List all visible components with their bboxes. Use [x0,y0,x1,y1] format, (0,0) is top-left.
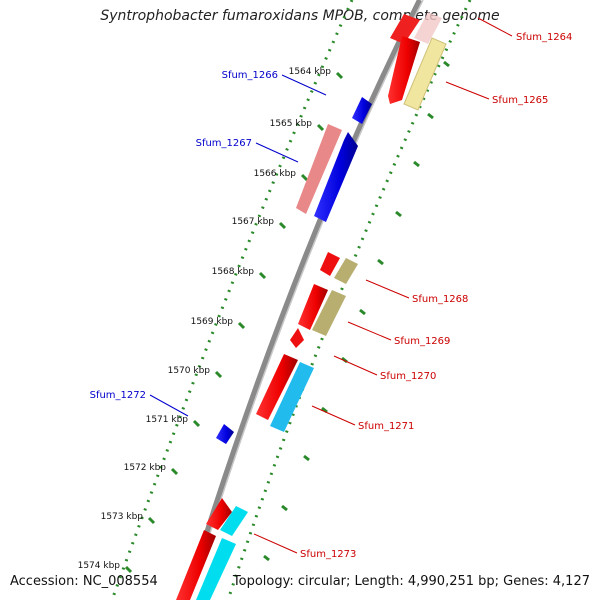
gene-Sfum_1271-red-block [256,354,298,420]
gene-label-Sfum_1273[interactable]: Sfum_1273 [300,549,356,560]
gene-features [176,12,447,600]
tick-label: 1572 kbp [124,463,167,473]
leader-line-Sfum_1272 [149,394,189,417]
gene-Sfum_1269-color-block [312,290,346,336]
tick-label: 1568 kbp [212,267,255,277]
outer-tick-mark [263,554,270,562]
tick-mark [124,565,133,574]
tick-label: 1571 kbp [146,415,189,425]
gene-labels: Sfum_1264 Sfum_1265 Sfum_1266 Sfum_1267 Sfum… [90,32,573,560]
tick-mark [335,71,344,80]
tick-label: 1564 kbp [289,67,332,77]
gene-Sfum_1273-red-arrow [206,498,232,530]
gene-Sfum_1264-color-block [414,12,442,44]
tick-label: 1573 kbp [101,512,144,522]
gene-Sfum_1268-color-block [334,258,358,284]
outer-tick-mark [303,454,310,462]
leader-line-Sfum_1265 [445,81,490,100]
tick-label: 1570 kbp [168,366,211,376]
leader-line-Sfum_1270 [333,355,378,376]
leader-line-Sfum_1268 [365,279,410,299]
gene-label-Sfum_1272[interactable]: Sfum_1272 [90,390,146,401]
gene-Sfum_1264-forward-block [390,14,420,44]
ruler-ticks [124,60,450,574]
tick-label: 1574 kbp [78,561,121,571]
genome-backbone [183,0,423,600]
gene-Sfum_1265-color-block [403,37,447,111]
gene-Sfum_1269-red-block [298,284,328,330]
outer-tick-mark [427,112,434,120]
outer-tick-mark [395,210,402,218]
leader-line-Sfum_1271 [311,405,356,426]
outer-tick-mark [377,258,384,266]
gene-Sfum_1273-cyan-block-lower [196,538,236,600]
gene-Sfum_1267-pink-block [296,124,342,214]
gene-label-Sfum_1264[interactable]: Sfum_1264 [516,32,572,43]
tick-mark [192,419,201,428]
tick-label: 1569 kbp [191,317,234,327]
leader-line-Sfum_1267 [255,142,299,163]
gene-Sfum_1266-arrow [352,97,372,124]
tick-mark [278,221,287,230]
genome-summary-text: Topology: circular; Length: 4,990,251 bp… [232,574,590,589]
map-title: Syntrophobacter fumaroxidans MPOB, compl… [100,8,500,24]
gene-Sfum_1271-color-block [270,362,314,432]
tick-mark [237,321,246,330]
tick-label: 1566 kbp [254,169,297,179]
gene-label-Sfum_1265[interactable]: Sfum_1265 [492,95,548,106]
gene-Sfum_1270-arrow [290,328,304,348]
tick-mark [170,467,179,476]
outer-tick-mark [281,504,288,512]
accession-text: Accession: NC_008554 [10,574,158,589]
gene-Sfum_1273-red-block-lower [176,530,216,600]
leader-line-Sfum_1269 [347,321,392,341]
gene-Sfum_1265-red-block [388,36,420,104]
tick-mark [316,123,325,132]
tick-labels: 1564 kbp 1565 kbp 1566 kbp 1567 kbp 1568 kbp… [78,67,332,571]
outer-tick-mark [443,60,450,68]
outer-ruler [226,0,472,600]
gene-Sfum_1267-blue-arrow [314,132,358,222]
gene-label-Sfum_1270[interactable]: Sfum_1270 [380,371,436,382]
outer-tick-mark [359,308,366,316]
outer-tick-mark [413,160,420,168]
gene-label-Sfum_1271[interactable]: Sfum_1271 [358,421,414,432]
gene-Sfum_1273-cyan-block [220,506,248,536]
gene-label-Sfum_1268[interactable]: Sfum_1268 [412,294,468,305]
gene-leaders [149,17,513,554]
gene-label-Sfum_1269[interactable]: Sfum_1269 [394,336,450,347]
leader-line-Sfum_1273 [253,533,298,554]
inner-ruler [110,0,354,600]
outer-tick-mark [321,406,328,414]
gene-label-Sfum_1267[interactable]: Sfum_1267 [196,138,252,149]
tick-mark [147,516,156,525]
gene-label-Sfum_1266[interactable]: Sfum_1266 [222,70,278,81]
tick-label: 1565 kbp [270,119,313,129]
tick-label: 1567 kbp [232,217,275,227]
gene-Sfum_1268-red-block [320,252,340,276]
leader-line-Sfum_1266 [281,74,327,96]
tick-mark [214,370,223,379]
gene-Sfum_1272-arrow [216,424,234,444]
tick-mark [300,173,309,182]
tick-mark [258,271,267,280]
leader-line-Sfum_1264 [477,17,513,37]
